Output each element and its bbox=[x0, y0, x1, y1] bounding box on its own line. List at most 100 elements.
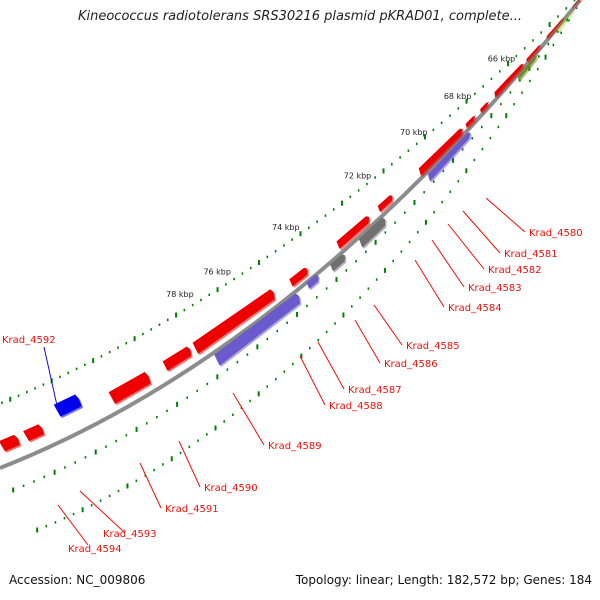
major-tick bbox=[507, 61, 510, 67]
minor-tick bbox=[440, 121, 443, 125]
major-tick bbox=[12, 487, 15, 493]
gene-label-krad-4589: Krad_4589 bbox=[268, 441, 322, 452]
major-tick bbox=[382, 168, 385, 174]
minor-tick bbox=[225, 283, 227, 286]
minor-tick bbox=[474, 92, 476, 96]
major-tick bbox=[214, 425, 217, 431]
minor-tick bbox=[480, 125, 483, 129]
minor-tick bbox=[100, 355, 103, 358]
minor-tick bbox=[359, 296, 361, 299]
minor-tick bbox=[473, 158, 476, 162]
feature-slate-long bbox=[213, 293, 301, 366]
minor-tick bbox=[206, 382, 209, 386]
gene-arrow-krad-4591 bbox=[108, 371, 152, 405]
minor-tick bbox=[108, 350, 111, 354]
major-tick bbox=[424, 134, 427, 140]
major-tick bbox=[299, 231, 302, 237]
major-tick bbox=[383, 267, 386, 273]
minor-tick bbox=[105, 445, 107, 448]
minor-tick bbox=[63, 517, 66, 520]
gene-arrow-krad-4585 bbox=[377, 195, 393, 213]
minor-tick bbox=[125, 434, 128, 437]
minor-tick bbox=[349, 195, 352, 199]
major-tick bbox=[135, 426, 138, 432]
minor-tick bbox=[325, 287, 328, 290]
leader-line bbox=[485, 197, 526, 233]
gene-label-krad-4584: Krad_4584 bbox=[448, 303, 502, 314]
minor-tick bbox=[226, 368, 229, 371]
minor-tick bbox=[208, 293, 211, 297]
major-tick bbox=[258, 260, 261, 266]
gene-arrow-krad-4583 bbox=[418, 128, 463, 176]
gene-label-krad-4586: Krad_4586 bbox=[384, 359, 438, 370]
minor-tick bbox=[403, 211, 406, 214]
minor-tick bbox=[316, 220, 318, 223]
minor-tick bbox=[457, 107, 460, 110]
feature-slate-short bbox=[306, 275, 319, 290]
minor-tick bbox=[1, 401, 3, 404]
minor-tick bbox=[532, 39, 534, 42]
minor-tick bbox=[205, 433, 208, 436]
major-tick bbox=[452, 157, 455, 163]
minor-tick bbox=[67, 371, 70, 375]
minor-tick bbox=[538, 55, 540, 58]
leader-line bbox=[299, 355, 326, 406]
minor-tick bbox=[158, 323, 161, 326]
major-tick bbox=[548, 22, 551, 28]
major-tick bbox=[216, 287, 219, 293]
minor-tick bbox=[191, 303, 194, 307]
outer-tick-dots bbox=[1, 0, 576, 404]
gene-arrow-krad-4594 bbox=[0, 434, 21, 452]
minor-tick bbox=[324, 214, 327, 217]
minor-tick bbox=[75, 367, 78, 371]
gene-features bbox=[0, 0, 584, 453]
minor-tick bbox=[384, 231, 387, 234]
minor-tick bbox=[232, 413, 234, 416]
gene-label-krad-4594: Krad_4594 bbox=[68, 544, 122, 555]
minor-tick bbox=[457, 180, 460, 183]
kbp-label: 70 kbp bbox=[400, 128, 428, 137]
gene-arrow-red-a-shadow bbox=[528, 46, 543, 64]
gene-arrow-red-a bbox=[526, 44, 542, 63]
minor-tick bbox=[367, 287, 370, 290]
gene-arrow-krad-4592 bbox=[53, 394, 82, 417]
minor-tick bbox=[144, 474, 147, 477]
major-tick bbox=[413, 199, 416, 205]
minor-tick bbox=[200, 298, 202, 302]
minor-tick bbox=[350, 305, 353, 308]
feature-lime bbox=[556, 9, 574, 33]
minor-tick bbox=[236, 360, 239, 364]
feature-gray-large bbox=[358, 217, 386, 248]
minor-tick bbox=[557, 15, 559, 18]
minor-tick bbox=[142, 332, 144, 336]
major-tick bbox=[94, 449, 97, 455]
minor-tick bbox=[568, 19, 570, 22]
minor-tick bbox=[266, 385, 269, 388]
major-tick bbox=[126, 483, 129, 489]
minor-tick bbox=[153, 468, 155, 472]
minor-tick bbox=[249, 266, 252, 270]
major-tick bbox=[170, 456, 173, 462]
middle-tick-dots bbox=[12, 5, 578, 493]
minor-tick bbox=[407, 149, 410, 152]
minor-tick bbox=[135, 479, 138, 482]
minor-tick bbox=[145, 422, 148, 425]
minor-tick bbox=[64, 466, 66, 469]
minor-tick bbox=[334, 322, 336, 325]
gene-label-krad-4585: Krad_4585 bbox=[406, 341, 460, 352]
gene-labels: Krad_4580 Krad_4581 Krad_4582 Krad_4583 Krad… bbox=[2, 228, 583, 555]
minor-tick bbox=[266, 337, 269, 341]
gene-label-krad-4583: Krad_4583 bbox=[468, 283, 522, 294]
leader-line bbox=[431, 239, 465, 288]
gene-arrow-krad-4588 bbox=[289, 267, 308, 287]
minor-tick bbox=[357, 189, 360, 192]
gene-arrow-krad-4580-shadow bbox=[496, 65, 525, 99]
gene-arrow-red-c-shadow bbox=[573, 0, 583, 10]
minor-tick bbox=[274, 250, 277, 253]
minor-tick bbox=[374, 176, 377, 179]
gene-arrow-krad-4581-shadow bbox=[481, 103, 491, 115]
minor-tick bbox=[276, 329, 279, 333]
minor-tick bbox=[415, 142, 418, 146]
minor-tick bbox=[166, 318, 169, 322]
